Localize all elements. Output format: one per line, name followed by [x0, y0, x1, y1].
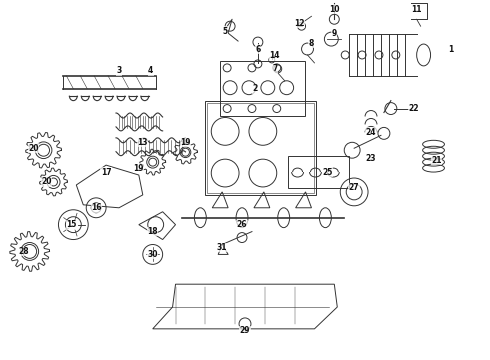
Text: 23: 23	[366, 154, 376, 163]
Text: 31: 31	[217, 243, 227, 252]
Text: 30: 30	[147, 250, 158, 259]
Text: 19: 19	[134, 163, 144, 172]
Text: 7: 7	[272, 64, 277, 73]
Bar	[207, 103, 315, 193]
Text: 2: 2	[252, 84, 258, 93]
Text: 17: 17	[101, 167, 111, 176]
Text: 22: 22	[409, 104, 419, 113]
Text: 18: 18	[147, 227, 158, 236]
Text: 26: 26	[237, 220, 247, 229]
Text: 27: 27	[349, 184, 360, 193]
Text: 8: 8	[309, 39, 314, 48]
Text: 5: 5	[222, 27, 228, 36]
Text: 15: 15	[66, 220, 76, 229]
Text: 25: 25	[322, 167, 333, 176]
Text: 6: 6	[255, 45, 261, 54]
Text: 24: 24	[366, 128, 376, 137]
Text: 10: 10	[329, 5, 340, 14]
Text: 12: 12	[294, 19, 305, 28]
Text: 1: 1	[448, 45, 453, 54]
Text: 14: 14	[270, 51, 280, 60]
Text: 16: 16	[91, 203, 101, 212]
Text: 20: 20	[28, 144, 39, 153]
Text: 9: 9	[332, 29, 337, 38]
Text: 20: 20	[41, 177, 52, 186]
Text: 29: 29	[240, 326, 250, 335]
Bar	[220, 61, 305, 116]
Text: 13: 13	[138, 138, 148, 147]
Text: 3: 3	[116, 66, 122, 75]
Bar	[205, 100, 317, 195]
Bar	[288, 156, 349, 188]
Text: 28: 28	[19, 247, 29, 256]
Text: 11: 11	[412, 5, 422, 14]
Text: 21: 21	[431, 156, 442, 165]
Text: 4: 4	[148, 66, 153, 75]
Text: 19: 19	[180, 138, 191, 147]
